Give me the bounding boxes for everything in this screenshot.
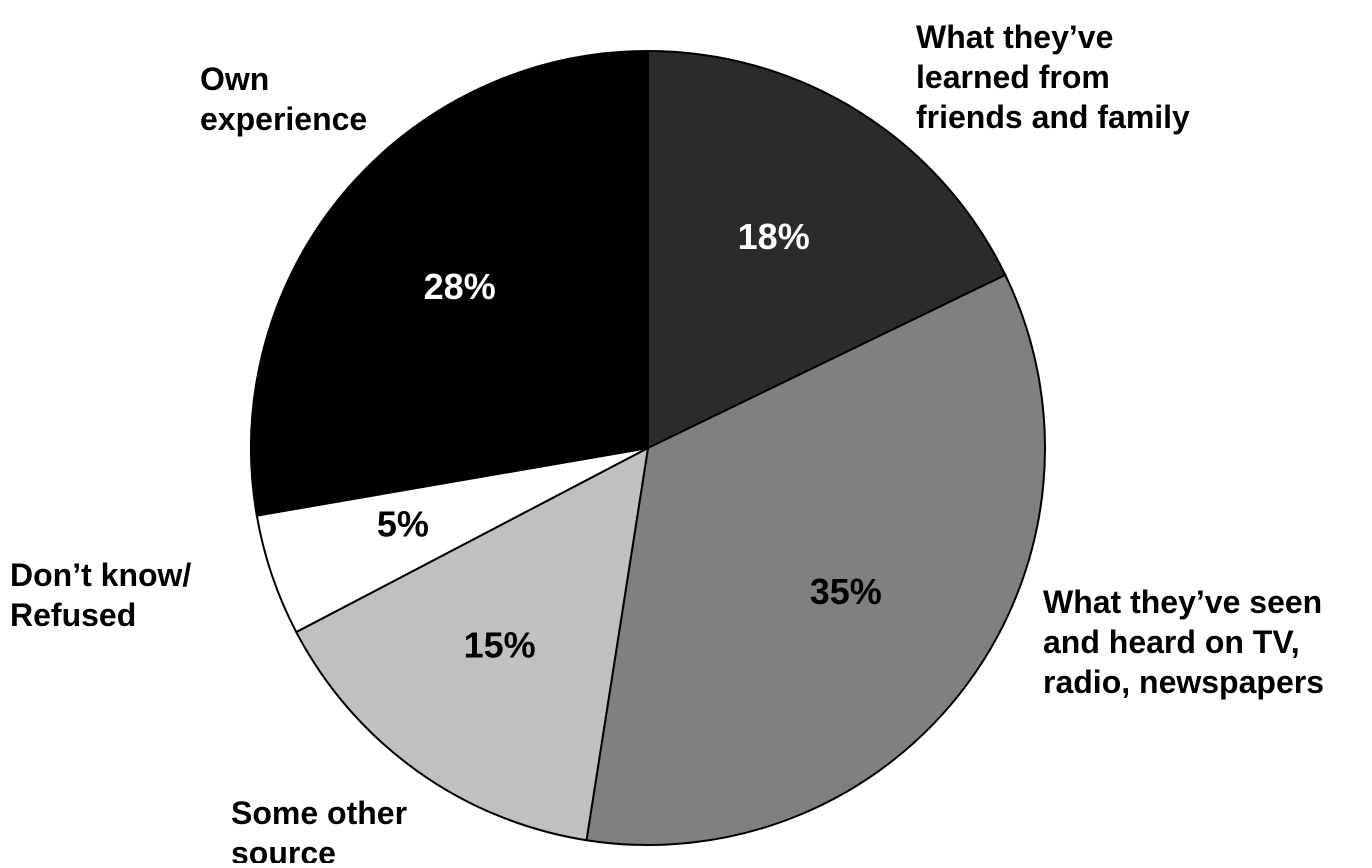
pie-category-label-5: Own experience [200, 61, 367, 137]
pie-category-label-4-line-2: Refused [10, 597, 136, 633]
pie-category-label-3: Some other source [231, 795, 407, 863]
pie-slice-2 [585, 273, 1047, 846]
pie-category-label-2: What they’ve seen and heard on TV, radio, … [1043, 584, 1324, 700]
pie-slices [250, 49, 1047, 846]
pie-category-label-3-line-2: source [231, 835, 336, 863]
pie-category-label-1-line-1: What they’ve [916, 19, 1113, 55]
pie-value-label-1: 18% [738, 216, 810, 257]
pie-category-label-4: Don’t know/Refused [10, 557, 191, 633]
pie-category-label-5-line-1: Own [200, 61, 269, 97]
pie-category-label-1-line-2: learned from [916, 59, 1110, 95]
pie-category-label-5-line-2: experience [200, 101, 367, 137]
pie-value-label-5: 28% [424, 266, 496, 307]
pie-category-label-1-line-3: friends and family [916, 99, 1190, 135]
pie-value-labels: 18% 35% 15% 5% 28% [377, 216, 882, 666]
pie-value-label-4: 5% [377, 504, 429, 545]
pie-category-label-3-line-1: Some other [231, 795, 407, 831]
pie-category-label-1: What they’ve learned from friends and fami… [916, 19, 1190, 135]
pie-category-label-2-line-3: radio, newspapers [1043, 664, 1324, 700]
pie-value-label-3: 15% [464, 625, 536, 666]
pie-slice-1 [647, 49, 1007, 450]
pie-category-label-2-line-2: and heard on TV, [1043, 624, 1300, 660]
pie-slice-3 [294, 446, 650, 842]
pie-category-label-4-line-1: Don’t know/ [10, 557, 191, 593]
pie-category-labels: What they’ve learned from friends and fami… [10, 19, 1324, 868]
pie-slice-5 [250, 49, 649, 517]
pie-category-label-2-line-1: What they’ve seen [1043, 584, 1322, 620]
pie-value-label-2: 35% [810, 571, 882, 612]
